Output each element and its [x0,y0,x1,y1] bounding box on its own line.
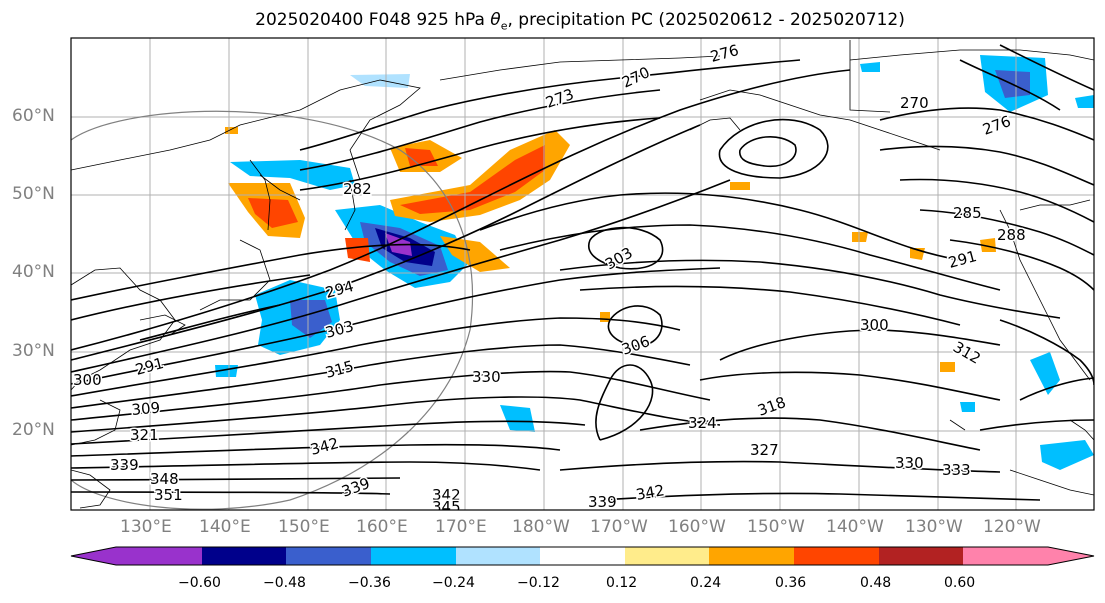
precip-positive-region [248,198,298,228]
colorbar-tick: −0.12 [517,575,560,591]
colorbar-tick: 0.24 [690,575,722,591]
precip-positive-region [440,236,510,272]
lon-label-150w: 150°W [747,517,805,537]
contour-label: 342 [432,486,461,504]
precip-positive-region [730,182,750,190]
lon-label-180w: 180°W [512,517,570,537]
lat-label-50n: 50°N [12,184,55,204]
lat-label-60n: 60°N [12,106,55,126]
colorbar-tick: −0.60 [178,575,221,591]
contour-label: 270 [900,94,929,112]
contour-label: 348 [150,470,179,488]
contour-label: 333 [942,461,971,479]
precip-negative-region [350,74,410,88]
colorbar-tick: −0.48 [263,575,306,591]
precip-negative-region [230,160,355,190]
lon-label-130e: 130°E [120,517,172,537]
contour-label: 288 [997,226,1026,244]
contour-label: 324 [688,414,717,432]
contour-label: 309 [131,399,161,419]
lat-label-40n: 40°N [12,262,55,282]
map-frame [70,37,1095,511]
range-circle [71,110,473,510]
lon-label-140w: 140°W [826,517,884,537]
contour-label: 300 [73,371,102,389]
precip-negative-region [290,300,332,338]
coastlines [71,40,1094,509]
lon-label-170e: 170°E [435,517,487,537]
lon-label-160w: 160°W [668,517,726,537]
contour-label: 351 [154,486,183,504]
colorbar-tick: 0.48 [860,575,892,591]
colorbar-tick: 0.60 [944,575,976,591]
lon-label-130w: 130°W [905,517,963,537]
lon-label-170w: 170°W [590,517,648,537]
precip-negative-region [860,62,880,72]
colorbar-tick: −0.36 [348,575,391,591]
contour-label: 330 [895,454,924,472]
contour-label: 300 [860,316,889,334]
precip-positive-region [852,232,868,242]
precip-positive-region [400,145,545,214]
graticule [71,38,1094,510]
colorbar-tick: 0.12 [606,575,638,591]
contour-label: 339 [588,493,617,511]
precip-negative-region [1075,95,1094,108]
precip-negative-region [960,402,975,412]
lon-label-160e: 160°E [356,517,408,537]
lat-label-20n: 20°N [12,420,55,440]
contour-label: 330 [472,368,501,386]
lat-label-30n: 30°N [12,341,55,361]
contour-label: 345 [432,498,461,516]
precip-negative-region [1030,352,1060,395]
lon-label-140e: 140°E [199,517,251,537]
contour-label: 321 [130,426,159,444]
precip-positive-region [940,362,955,372]
precip-negative-region [500,405,535,432]
precip-positive-region [980,238,996,252]
contour-label: 282 [343,180,372,198]
chart-title: 2025020400 F048 925 hPa θe, precipitatio… [255,10,905,33]
contour-label: 285 [953,204,982,222]
precip-positive-region [225,127,238,134]
contour-label: 327 [750,441,779,459]
colorbar-tick: −0.24 [432,575,475,591]
contour-label: 339 [110,456,139,474]
precip-positive-region [600,312,610,322]
precip-negative-region [1040,440,1094,470]
lon-label-150e: 150°E [278,517,330,537]
colorbar-tick: 0.36 [775,575,807,591]
lon-label-120w: 120°W [983,517,1041,537]
theta-e-contours [71,44,1094,501]
